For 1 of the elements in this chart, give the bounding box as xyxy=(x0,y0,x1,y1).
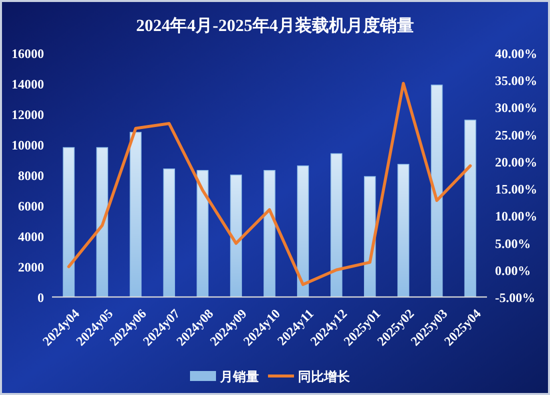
title: 2024年4月-2025年4月装载机月度销量 xyxy=(136,16,414,35)
